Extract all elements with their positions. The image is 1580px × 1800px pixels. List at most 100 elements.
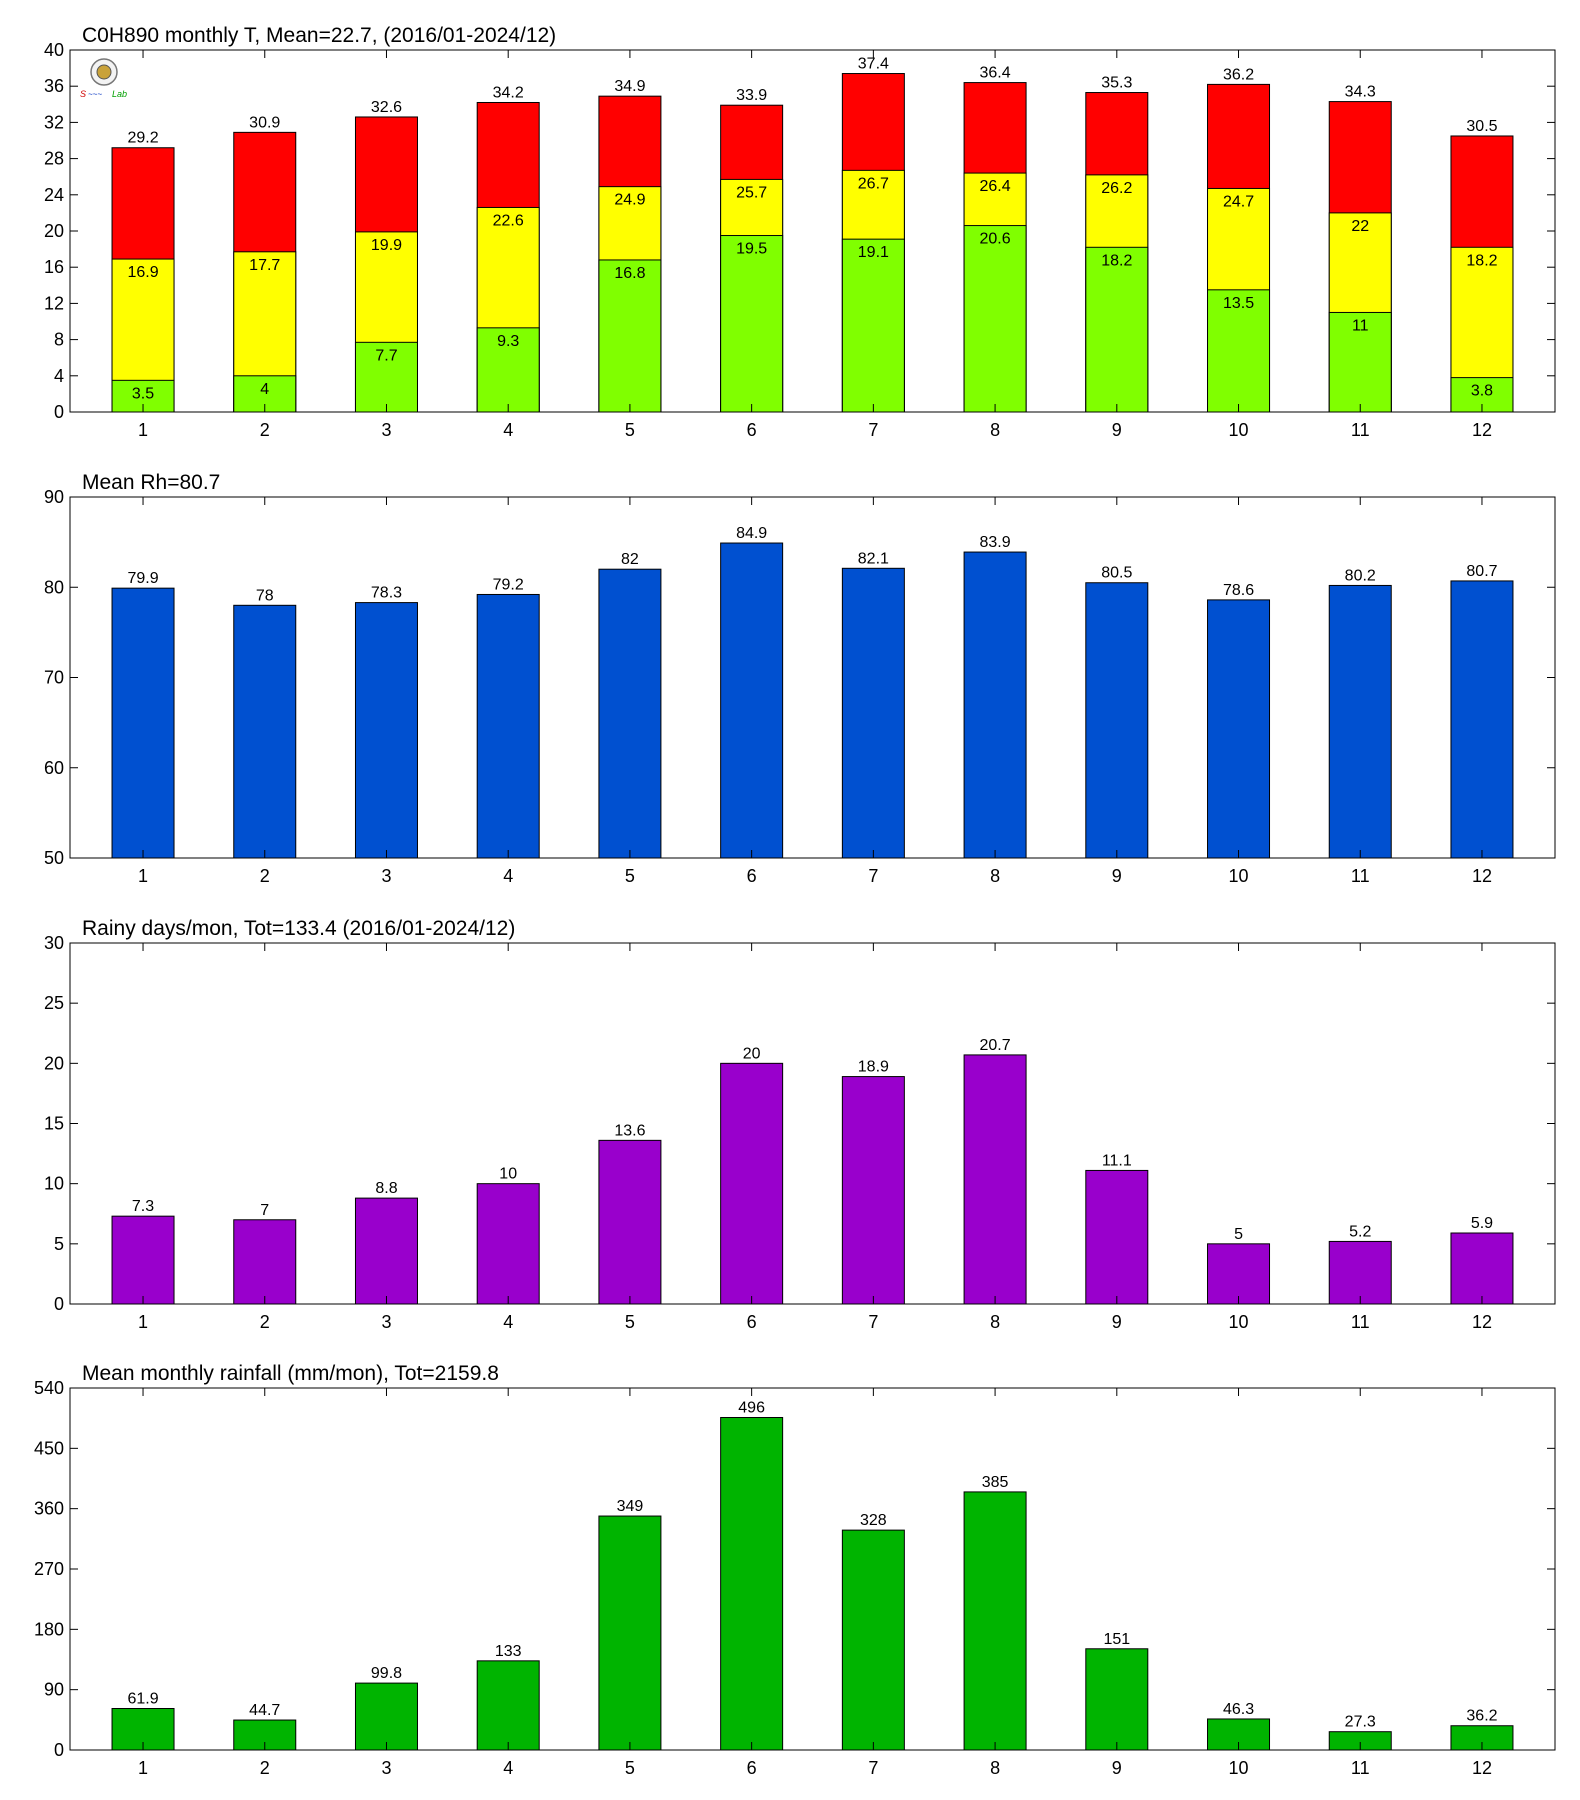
x-tick-label: 6	[747, 420, 757, 440]
x-tick-label: 2	[260, 1312, 270, 1332]
data-label-min: 7.7	[375, 347, 397, 364]
data-label-max: 30.5	[1466, 118, 1497, 135]
x-tick-label: 9	[1112, 866, 1122, 886]
data-label: 82	[621, 551, 639, 568]
data-label-min: 19.5	[736, 241, 767, 258]
data-label: 496	[738, 1399, 765, 1416]
x-tick-label: 3	[381, 866, 391, 886]
data-label: 84.9	[736, 525, 767, 542]
data-label-max: 29.2	[127, 130, 158, 147]
data-label: 7.3	[132, 1198, 154, 1215]
bar	[1207, 599, 1271, 859]
x-tick-label: 5	[625, 866, 635, 886]
data-label: 82.1	[858, 550, 889, 567]
bar	[841, 567, 905, 859]
x-tick-label: 12	[1472, 1758, 1492, 1778]
y-tick-label: 80	[44, 577, 64, 597]
bar	[841, 1076, 905, 1305]
data-label-mean: 17.7	[249, 257, 280, 274]
chart-title: Rainy days/mon, Tot=133.4 (2016/01-2024/…	[82, 917, 515, 940]
y-tick-label: 0	[54, 402, 64, 422]
y-tick-label: 0	[54, 1294, 64, 1314]
data-label-max: 35.3	[1101, 75, 1132, 92]
data-label-min: 19.1	[858, 244, 889, 261]
data-label-min: 4	[260, 381, 269, 398]
axes-frame	[69, 49, 1556, 413]
bar	[354, 1197, 418, 1305]
x-tick-label: 4	[503, 866, 513, 886]
x-tick-label: 6	[747, 1758, 757, 1778]
x-tick-label: 1	[138, 1758, 148, 1778]
data-label: 44.7	[249, 1702, 280, 1719]
y-tick-label: 40	[44, 40, 64, 60]
x-tick-label: 4	[503, 420, 513, 440]
bar	[1085, 1648, 1149, 1751]
data-label: 5.9	[1471, 1215, 1493, 1232]
x-tick-label: 10	[1229, 1312, 1249, 1332]
x-tick-label: 10	[1229, 1758, 1249, 1778]
bar	[1328, 584, 1392, 859]
y-tick-label: 25	[44, 993, 64, 1013]
data-label-mean: 19.9	[371, 237, 402, 254]
x-tick-label: 10	[1229, 420, 1249, 440]
data-label-min: 18.2	[1101, 252, 1132, 269]
chart-rainy_days: Rainy days/mon, Tot=133.4 (2016/01-2024/…	[44, 917, 1556, 1332]
data-label: 79.2	[493, 576, 524, 593]
y-tick-label: 5	[54, 1234, 64, 1254]
data-label-max: 32.6	[371, 99, 402, 116]
x-tick-label: 12	[1472, 420, 1492, 440]
x-tick-label: 2	[260, 866, 270, 886]
x-tick-label: 1	[138, 1312, 148, 1332]
chart-temperature: C0H890 monthly T, Mean=22.7, (2016/01-20…	[44, 24, 1556, 440]
data-label: 11.1	[1102, 1152, 1132, 1169]
chart-title: C0H890 monthly T, Mean=22.7, (2016/01-20…	[82, 24, 556, 47]
data-label: 61.9	[127, 1691, 158, 1708]
y-tick-label: 270	[34, 1559, 64, 1579]
data-label: 27.3	[1345, 1714, 1376, 1731]
bar	[963, 1491, 1027, 1751]
x-tick-label: 5	[625, 420, 635, 440]
bar	[354, 602, 418, 859]
x-tick-label: 8	[990, 1758, 1000, 1778]
y-tick-label: 90	[44, 1680, 64, 1700]
y-tick-label: 360	[34, 1499, 64, 1519]
data-label: 5.2	[1349, 1223, 1371, 1240]
bar-min	[720, 235, 784, 413]
x-tick-label: 1	[138, 420, 148, 440]
bar	[1450, 580, 1514, 859]
bar	[1207, 1243, 1271, 1305]
data-label-min: 13.5	[1223, 295, 1254, 312]
bar	[1328, 1240, 1392, 1305]
data-label-mean: 26.7	[858, 175, 889, 192]
y-tick-label: 60	[44, 758, 64, 778]
logo-lab-text: Lab	[112, 89, 127, 99]
data-label: 80.2	[1345, 567, 1376, 584]
y-tick-label: 10	[44, 1174, 64, 1194]
x-tick-label: 5	[625, 1758, 635, 1778]
x-tick-label: 7	[868, 420, 878, 440]
y-tick-label: 16	[44, 257, 64, 277]
bar-min	[963, 225, 1027, 413]
data-label: 46.3	[1223, 1701, 1254, 1718]
y-tick-label: 180	[34, 1619, 64, 1639]
x-tick-label: 7	[868, 866, 878, 886]
y-tick-label: 8	[54, 330, 64, 350]
data-label-min: 3.5	[132, 385, 154, 402]
bar	[720, 542, 784, 859]
y-tick-label: 70	[44, 668, 64, 688]
bar	[1450, 1232, 1514, 1305]
x-tick-label: 11	[1351, 1758, 1370, 1778]
data-label-mean: 25.7	[736, 184, 767, 201]
data-label-min: 11	[1352, 317, 1369, 334]
data-label-max: 37.4	[858, 56, 889, 73]
y-tick-label: 540	[34, 1378, 64, 1398]
data-label: 99.8	[371, 1665, 402, 1682]
bar-min	[476, 327, 540, 413]
x-tick-label: 11	[1351, 866, 1370, 886]
data-label: 83.9	[980, 534, 1011, 551]
data-label: 5	[1234, 1226, 1243, 1243]
x-tick-label: 9	[1112, 1312, 1122, 1332]
x-tick-label: 5	[625, 1312, 635, 1332]
axes-frame	[69, 496, 1556, 859]
